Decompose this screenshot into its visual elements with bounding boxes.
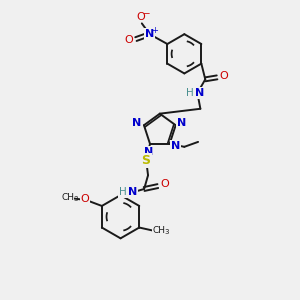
Text: H: H [186,88,194,98]
Text: N: N [195,88,204,98]
Text: +: + [151,26,158,35]
Text: O: O [160,179,169,189]
Text: N: N [171,141,180,151]
Text: 3: 3 [164,230,169,236]
Text: O: O [81,194,89,204]
Text: O: O [125,35,134,45]
Text: O: O [136,11,145,22]
Text: CH: CH [152,226,165,235]
Text: N: N [144,147,154,157]
Text: H: H [119,187,126,197]
Text: N: N [128,187,137,197]
Text: S: S [142,154,151,167]
Text: −: − [142,8,149,17]
Text: O: O [220,71,228,81]
Text: N: N [177,118,186,128]
Text: 3: 3 [73,196,78,202]
Text: N: N [145,29,154,39]
Text: N: N [133,118,142,128]
Text: methoxy: methoxy [61,197,67,199]
Text: CH: CH [61,193,74,202]
